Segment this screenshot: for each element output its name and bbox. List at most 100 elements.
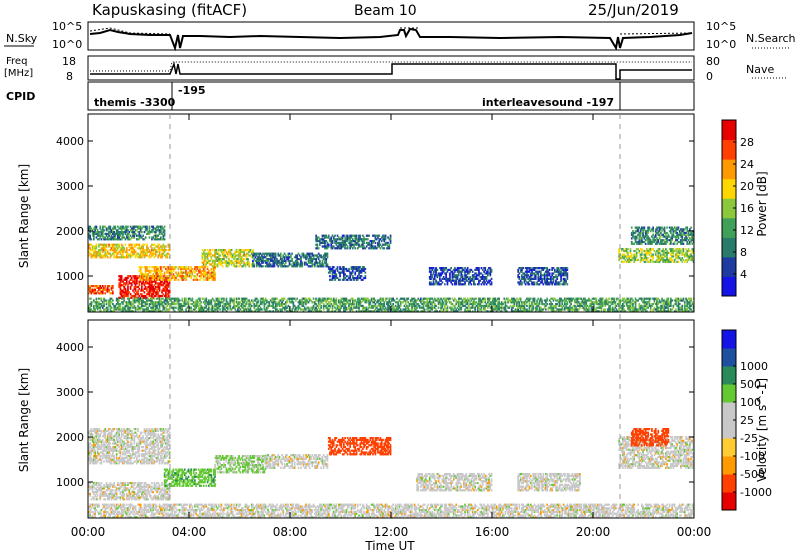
heatmap-cell — [336, 304, 339, 307]
heatmap-cell — [157, 278, 160, 281]
heatmap-cell — [117, 306, 119, 309]
heatmap-cell — [548, 281, 551, 284]
heatmap-cell — [93, 232, 95, 235]
heatmap-cell — [686, 240, 689, 244]
heatmap-cell — [691, 257, 694, 260]
heatmap-cell — [160, 280, 162, 283]
heatmap-cell — [367, 241, 369, 244]
heatmap-cell — [266, 310, 268, 313]
heatmap-cell — [215, 259, 218, 262]
heatmap-cell — [93, 238, 95, 241]
heatmap-cell — [259, 303, 262, 306]
heatmap-cell — [207, 306, 210, 309]
heatmap-cell — [115, 256, 118, 259]
heatmap-cell — [141, 282, 143, 285]
heatmap-cell — [272, 310, 274, 313]
heatmap-cell — [122, 294, 124, 298]
heatmap-cell — [356, 238, 359, 241]
heatmap-cell — [643, 240, 646, 244]
heatmap-cell — [207, 278, 210, 281]
heatmap-cell — [661, 226, 663, 229]
heatmap-cell — [146, 293, 148, 296]
heatmap-cell — [315, 310, 317, 313]
heatmap-cell — [327, 243, 330, 246]
heatmap-cell — [320, 265, 322, 268]
heatmap-cell — [128, 249, 131, 252]
heatmap-cell — [148, 291, 151, 294]
heatmap-cell — [362, 308, 364, 311]
heatmap-cell — [538, 283, 541, 286]
heatmap-cell — [141, 294, 143, 298]
heatmap-cell — [120, 225, 123, 228]
heatmap-cell — [638, 240, 641, 244]
heatmap-cell — [200, 271, 203, 274]
heatmap-cell — [340, 299, 343, 302]
heatmap-cell — [471, 270, 474, 273]
heatmap-cell — [473, 279, 475, 282]
heatmap-cell — [89, 231, 91, 234]
heatmap-cell — [409, 310, 412, 313]
heatmap-cell — [128, 232, 131, 235]
heatmap-cell — [331, 234, 334, 237]
heatmap-cell — [365, 297, 368, 300]
heatmap-cell — [177, 306, 180, 309]
heatmap-cell — [201, 297, 204, 300]
heatmap-cell — [456, 276, 459, 279]
heatmap-cell — [104, 245, 107, 248]
heatmap-cell — [201, 308, 204, 311]
heatmap-cell — [321, 297, 324, 300]
heatmap-cell — [167, 269, 170, 272]
heatmap-cell — [211, 306, 214, 309]
heatmap-cell — [317, 265, 320, 268]
heatmap-cell — [177, 278, 180, 281]
heatmap-cell — [103, 236, 105, 239]
heatmap-cell — [672, 233, 675, 236]
heatmap-cell — [321, 241, 324, 244]
heatmap-cell — [165, 303, 167, 306]
heatmap-cell — [133, 306, 136, 309]
heatmap-cell — [146, 287, 148, 290]
heatmap-cell — [487, 274, 489, 277]
heatmap-cell — [518, 281, 521, 284]
heatmap-cell — [331, 308, 334, 311]
heatmap-cell — [407, 297, 410, 300]
heatmap-cell — [170, 267, 172, 271]
heatmap-cell — [404, 308, 407, 311]
heatmap-cell — [324, 254, 326, 257]
heatmap-cell — [315, 259, 317, 262]
heatmap-cell — [666, 249, 668, 253]
heatmap-cell — [319, 299, 321, 302]
heatmap-cell — [190, 271, 192, 274]
heatmap-cell — [377, 234, 379, 237]
heatmap-cell — [277, 310, 280, 313]
heatmap-cell — [187, 299, 190, 302]
heatmap-cell — [290, 256, 292, 259]
heatmap-cell — [278, 301, 281, 304]
heatmap-cell — [388, 243, 391, 246]
heatmap-cell — [95, 292, 98, 295]
heatmap-cell — [466, 267, 469, 270]
heatmap-cell — [362, 234, 364, 237]
heatmap-cell — [642, 233, 644, 236]
heatmap-cell — [435, 267, 437, 270]
heatmap-cell — [240, 299, 243, 302]
heatmap-cell — [156, 271, 158, 274]
heatmap-cell — [194, 303, 196, 306]
heatmap-cell — [98, 243, 100, 246]
heatmap-cell — [560, 277, 562, 280]
heatmap-cell — [151, 294, 153, 298]
heatmap-cell — [151, 238, 153, 241]
heatmap-cell — [151, 287, 153, 290]
heatmap-cell — [214, 259, 216, 262]
heatmap-cell — [561, 274, 564, 277]
heatmap-cell — [370, 297, 373, 300]
heatmap-cell — [293, 310, 296, 313]
heatmap-cell — [524, 279, 527, 282]
heatmap-cell — [656, 242, 658, 245]
heatmap-cell — [160, 245, 162, 248]
heatmap-cell — [213, 265, 215, 268]
heatmap-cell — [250, 250, 253, 253]
heatmap-cell — [238, 301, 240, 304]
heatmap-cell — [153, 234, 156, 237]
heatmap-cell — [555, 283, 557, 286]
